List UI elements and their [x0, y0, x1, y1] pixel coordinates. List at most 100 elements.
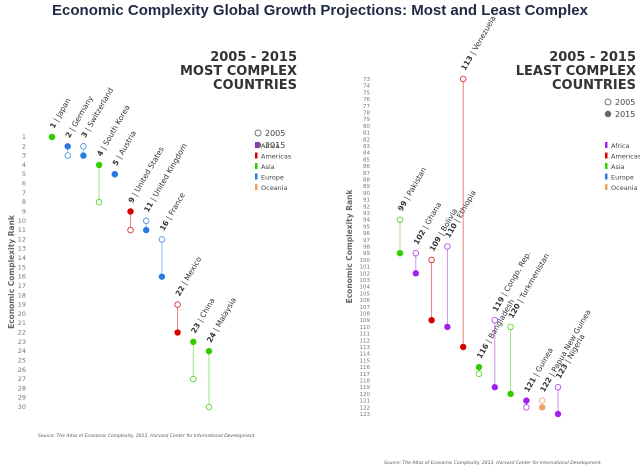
least-tick-label: 96	[363, 231, 370, 237]
most-legend-swatch-africa	[255, 142, 258, 148]
least-marker-2005-papua-new-guinea	[538, 397, 546, 404]
most-marker-2005-france	[158, 236, 166, 243]
least-legend-open-marker	[604, 98, 612, 106]
most-tick-label: 15	[18, 263, 26, 271]
page-title: Economic Complexity Global Growth Projec…	[52, 2, 588, 19]
least-tick-label: 85	[363, 157, 370, 163]
most-tick-label: 13	[18, 245, 26, 253]
least-legend-region: Asia	[611, 163, 625, 171]
least-marker-2005-pakistan	[396, 216, 404, 223]
least-tick-label: 120	[360, 392, 371, 398]
least-marker-2005-ethiopia	[444, 243, 451, 250]
most-tick-label: 24	[18, 347, 26, 355]
most-tick-label: 22	[18, 329, 26, 337]
least-marker-2005-venezuela	[459, 75, 467, 83]
least-title-line: LEAST COMPLEX	[516, 64, 636, 79]
least-tick-label: 93	[363, 211, 370, 217]
least-tick-label: 76	[363, 97, 370, 103]
least-tick-label: 87	[363, 171, 370, 177]
least-tick-label: 116	[360, 365, 371, 371]
most-tick-label: 29	[18, 394, 26, 402]
least-legend-swatch-americas	[605, 152, 608, 159]
least-tick-label: 114	[360, 352, 371, 358]
least-tick-label: 86	[363, 164, 370, 170]
least-marker-2005-ghana	[412, 249, 420, 257]
most-legend-swatch-oceania	[255, 184, 258, 190]
least-title-line: COUNTRIES	[552, 78, 636, 93]
most-tick-label: 19	[18, 301, 26, 309]
most-marker-2005-mexico	[174, 301, 181, 308]
least-tick-label: 83	[363, 144, 370, 150]
most-tick-label: 11	[18, 226, 26, 234]
least-tick-label: 101	[360, 265, 371, 271]
most-legend-swatch-asia	[255, 163, 258, 169]
least-marker-2015-pakistan	[396, 250, 404, 257]
most-source-note: Source: The Atlas of Economic Complexity…	[38, 433, 256, 439]
least-marker-2005-turkmenistan	[507, 323, 514, 331]
least-tick-label: 84	[363, 151, 370, 157]
most-country-label-mexico: 22 | Mexico	[174, 255, 204, 298]
least-marker-2015-nigeria	[554, 410, 562, 418]
least-tick-label: 95	[363, 224, 370, 230]
most-legend-year: 2005	[265, 129, 285, 138]
least-tick-label: 112	[360, 338, 371, 344]
least-marker-2005-nigeria	[554, 383, 562, 391]
most-tick-label: 2	[22, 142, 26, 150]
least-period: 2005 - 2015	[549, 50, 636, 65]
least-tick-label: 97	[363, 238, 370, 244]
most-tick-label: 9	[22, 207, 26, 215]
least-tick-label: 117	[360, 372, 371, 378]
most-tick-label: 7	[22, 189, 26, 197]
least-tick-label: 88	[363, 178, 370, 184]
least-legend-swatch-europe	[605, 173, 608, 180]
least-tick-label: 106	[360, 298, 371, 304]
most-marker-2005-united-kingdom	[142, 217, 150, 225]
least-country-label-venezuela: 113 | Venezuela	[459, 14, 498, 72]
most-marker-2005-south-korea	[95, 198, 103, 206]
most-legend-open-marker	[254, 129, 262, 137]
most-marker-2005-china	[190, 375, 197, 383]
least-marker-2015-congo-rep	[491, 384, 498, 391]
most-tick-label: 27	[18, 375, 26, 383]
most-title-line: MOST COMPLEX	[180, 64, 297, 79]
most-period: 2005 - 2015	[210, 50, 297, 65]
least-legend-swatch-asia	[605, 163, 608, 169]
least-marker-2005-bangladesh	[475, 370, 483, 378]
most-tick-label: 20	[18, 310, 26, 318]
least-tick-label: 118	[360, 379, 371, 385]
most-tick-label: 12	[18, 235, 26, 243]
most-marker-2005-malaysia	[205, 403, 213, 411]
least-legend-year: 2005	[615, 98, 635, 107]
least-tick-label: 104	[360, 285, 371, 291]
least-marker-2005-congo-rep	[491, 316, 499, 324]
most-tick-label: 6	[22, 180, 26, 188]
least-tick-label: 99	[363, 251, 370, 257]
most-marker-2015-united-states	[127, 208, 134, 215]
least-tick-label: 82	[363, 137, 370, 143]
most-legend-year: 2015	[265, 141, 285, 150]
most-marker-2015-mexico	[174, 329, 181, 336]
least-legend-region: Oceania	[611, 184, 638, 192]
most-marker-2015-south-korea	[95, 161, 103, 169]
most-marker-2015-austria	[111, 171, 119, 178]
least-legend-region: Africa	[611, 142, 630, 150]
least-tick-label: 119	[360, 385, 371, 391]
least-marker-2015-venezuela	[460, 343, 467, 351]
most-legend-region: Oceania	[261, 184, 288, 192]
least-tick-label: 90	[363, 191, 370, 197]
most-marker-2015-japan	[48, 133, 56, 141]
least-tick-label: 107	[360, 305, 371, 311]
least-marker-2015-ghana	[412, 270, 419, 277]
most-tick-label: 26	[18, 366, 26, 374]
least-tick-label: 73	[363, 77, 370, 83]
least-country-label-pakistan: 99 | Pakistan	[396, 165, 428, 212]
most-country-label-france: 16 | France	[158, 191, 187, 233]
least-tick-label: 102	[360, 271, 371, 277]
least-tick-label: 89	[363, 184, 370, 190]
least-tick-label: 105	[360, 291, 371, 297]
least-tick-label: 79	[363, 117, 370, 123]
most-marker-2005-switzerland	[80, 143, 87, 150]
least-tick-label: 110	[360, 325, 371, 331]
most-tick-label: 28	[18, 384, 26, 392]
least-marker-2015-bolivia	[428, 317, 435, 324]
